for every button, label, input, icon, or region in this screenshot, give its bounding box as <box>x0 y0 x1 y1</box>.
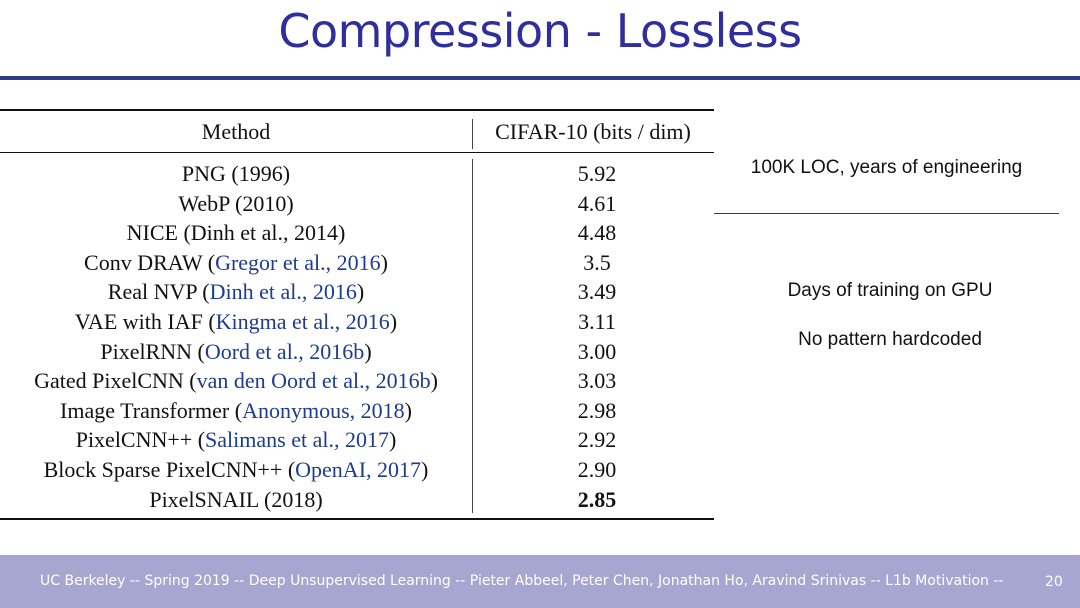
table-row: PixelCNN++ (Salimans et al., 2017) 2.92 <box>0 425 714 455</box>
method-cell: Real NVP (Dinh et al., 2016) <box>0 277 472 307</box>
method-cell: Block Sparse PixelCNN++ (OpenAI, 2017) <box>0 455 472 485</box>
method-cell: Gated PixelCNN (van den Oord et al., 201… <box>0 366 472 396</box>
method-name: PixelSNAIL (2018) <box>149 486 323 512</box>
table-row: Real NVP (Dinh et al., 2016) 3.49 <box>0 277 714 307</box>
note-engineering: 100K LOC, years of engineering <box>750 157 1023 178</box>
method-suffix: ) <box>430 368 438 394</box>
method-name: WebP (2010) <box>178 190 294 216</box>
method-cell: Image Transformer (Anonymous, 2018) <box>0 396 472 426</box>
method-cell: PNG (1996) <box>0 159 472 189</box>
citation-link[interactable]: Kingma et al., 2016 <box>215 308 390 334</box>
table-row: WebP (2010) 4.61 <box>0 189 714 219</box>
table-header-rule <box>0 152 714 153</box>
method-suffix: ) <box>389 308 398 334</box>
score-cell: 4.48 <box>577 220 617 246</box>
method-name: PixelRNN ( <box>100 338 205 364</box>
table-top-rule <box>0 109 714 111</box>
table-row: Image Transformer (Anonymous, 2018) 2.98 <box>0 396 714 426</box>
table-row: Gated PixelCNN (van den Oord et al., 201… <box>0 366 714 396</box>
footer-bar <box>0 555 1080 608</box>
score-cell: 3.03 <box>577 368 617 394</box>
score-cell: 2.92 <box>577 427 617 453</box>
method-name: Image Transformer ( <box>60 397 243 423</box>
note-training: Days of training on GPU <box>787 280 993 301</box>
note-divider <box>714 213 1059 214</box>
method-name: Real NVP ( <box>107 279 210 305</box>
method-name: Conv DRAW ( <box>84 249 216 275</box>
method-suffix: ) <box>388 427 397 453</box>
method-cell: NICE (Dinh et al., 2014) <box>0 218 472 248</box>
method-name: PNG (1996) <box>181 161 291 186</box>
citation-link[interactable]: OpenAI, 2017 <box>295 456 422 482</box>
method-suffix: ) <box>421 456 429 482</box>
method-name: VAE with IAF ( <box>74 308 216 334</box>
title-underline <box>0 76 1080 80</box>
method-name: Block Sparse PixelCNN++ ( <box>43 456 296 482</box>
score-cell: 2.90 <box>577 456 617 482</box>
score-cell: 2.85 <box>577 486 617 512</box>
citation-link[interactable]: Gregor et al., 2016 <box>215 249 381 275</box>
header-score: CIFAR-10 (bits / dim) <box>495 119 691 144</box>
citation-link[interactable]: Salimans et al., 2017 <box>205 427 389 453</box>
method-name: NICE (Dinh et al., 2014) <box>126 220 346 246</box>
method-cell: WebP (2010) <box>0 189 472 219</box>
citation-link[interactable]: Oord et al., 2016b <box>204 338 365 364</box>
table-bottom-rule <box>0 518 714 520</box>
table-row: Block Sparse PixelCNN++ (OpenAI, 2017) 2.… <box>0 455 714 485</box>
score-cell: 3.11 <box>578 308 616 334</box>
header-column-divider <box>472 119 473 149</box>
method-cell: VAE with IAF (Kingma et al., 2016) <box>0 307 472 337</box>
method-suffix: ) <box>404 397 412 423</box>
method-name: PixelCNN++ ( <box>75 427 206 453</box>
citation-link[interactable]: van den Oord et al., 2016b <box>196 368 431 394</box>
note-hardcoded: No pattern hardcoded <box>798 329 982 350</box>
score-cell: 3.5 <box>583 249 611 275</box>
table-body: PNG (1996) 5.92 WebP (2010) 4.61 NICE (Dinh … <box>0 159 714 514</box>
method-suffix: ) <box>380 249 388 275</box>
header-method: Method <box>201 119 271 144</box>
table-row: PixelSNAIL (2018) 2.85 <box>0 485 714 515</box>
method-cell: PixelRNN (Oord et al., 2016b) <box>0 337 472 367</box>
score-cell: 2.98 <box>577 397 617 423</box>
method-cell: PixelSNAIL (2018) <box>0 485 472 515</box>
score-cell: 3.00 <box>577 338 617 364</box>
score-cell: 3.49 <box>577 279 617 305</box>
citation-link[interactable]: Anonymous, 2018 <box>242 397 405 423</box>
method-name: Gated PixelCNN ( <box>34 368 197 394</box>
table-row: PNG (1996) 5.92 <box>0 159 714 189</box>
table-row: NICE (Dinh et al., 2014) 4.48 <box>0 218 714 248</box>
table-row: VAE with IAF (Kingma et al., 2016) 3.11 <box>0 307 714 337</box>
page-number: 20 <box>1045 574 1063 590</box>
citation-link[interactable]: Dinh et al., 2016 <box>209 279 357 305</box>
table-row: PixelRNN (Oord et al., 2016b) 3.00 <box>0 337 714 367</box>
table-row: Conv DRAW (Gregor et al., 2016) 3.5 <box>0 248 714 278</box>
method-cell: PixelCNN++ (Salimans et al., 2017) <box>0 425 472 455</box>
score-cell: 4.61 <box>577 190 617 216</box>
method-suffix: ) <box>356 279 365 305</box>
body-column-divider <box>472 159 473 513</box>
method-suffix: ) <box>364 338 372 364</box>
slide-title: Compression - Lossless <box>278 4 802 58</box>
score-cell: 5.92 <box>577 161 617 186</box>
footer-text: UC Berkeley -- Spring 2019 -- Deep Unsup… <box>40 573 1004 589</box>
method-cell: Conv DRAW (Gregor et al., 2016) <box>0 248 472 278</box>
